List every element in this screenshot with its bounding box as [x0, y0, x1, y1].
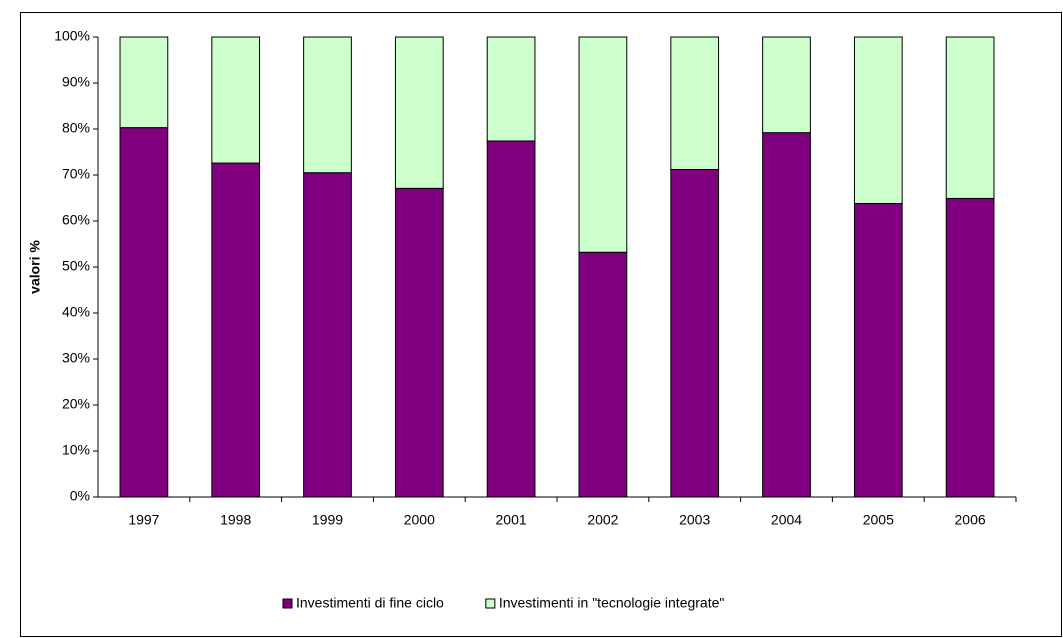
- bar-segment: [211, 162, 261, 498]
- y-axis-label: valori %: [27, 240, 43, 294]
- y-tick-label: 100%: [54, 28, 90, 44]
- bar-segment: [853, 36, 903, 205]
- x-tick-label: 1998: [220, 512, 251, 528]
- legend-swatch: [282, 598, 293, 609]
- x-tick-label: 2003: [679, 512, 710, 528]
- bar-segment: [394, 36, 444, 189]
- bar-segment: [119, 36, 169, 129]
- y-tick-label: 50%: [62, 258, 90, 274]
- bar-segment: [670, 36, 720, 170]
- x-tick-label: 2004: [771, 512, 802, 528]
- bar-segment: [762, 132, 811, 498]
- x-tick-label: 1997: [128, 512, 159, 528]
- bar-segment: [303, 36, 352, 174]
- bar-segment: [486, 36, 536, 142]
- bar-segment: [945, 36, 995, 199]
- x-tick-label: 2005: [863, 512, 894, 528]
- bar-segment: [945, 197, 995, 498]
- y-tick-label: 20%: [62, 396, 90, 412]
- legend-swatch: [485, 598, 496, 609]
- bar-segment: [394, 187, 444, 498]
- x-tick-label: 1999: [312, 512, 343, 528]
- y-tick-label: 70%: [62, 166, 90, 182]
- y-tick-label: 40%: [62, 304, 90, 320]
- bar-segment: [211, 36, 261, 164]
- y-tick-label: 10%: [62, 442, 90, 458]
- bar-segment: [119, 127, 169, 498]
- bar-segment: [303, 172, 352, 498]
- y-tick-label: 90%: [62, 74, 90, 90]
- y-tick-label: 80%: [62, 120, 90, 136]
- legend-label: Investimenti in "tecnologie integrate": [499, 595, 725, 611]
- y-tick-label: 30%: [62, 350, 90, 366]
- y-tick-label: 0%: [70, 488, 90, 504]
- x-tick-label: 2006: [955, 512, 986, 528]
- chart-frame: [20, 12, 1062, 637]
- bar-segment: [578, 251, 628, 498]
- bar-segment: [578, 36, 628, 253]
- bar-segment: [486, 140, 536, 498]
- x-tick-label: 2000: [404, 512, 435, 528]
- legend-label: Investimenti di fine ciclo: [296, 595, 444, 611]
- x-tick-label: 2001: [496, 512, 527, 528]
- bar-segment: [853, 203, 903, 498]
- bar-segment: [670, 168, 720, 498]
- x-tick-label: 2002: [587, 512, 618, 528]
- bar-segment: [762, 36, 811, 134]
- y-tick-label: 60%: [62, 212, 90, 228]
